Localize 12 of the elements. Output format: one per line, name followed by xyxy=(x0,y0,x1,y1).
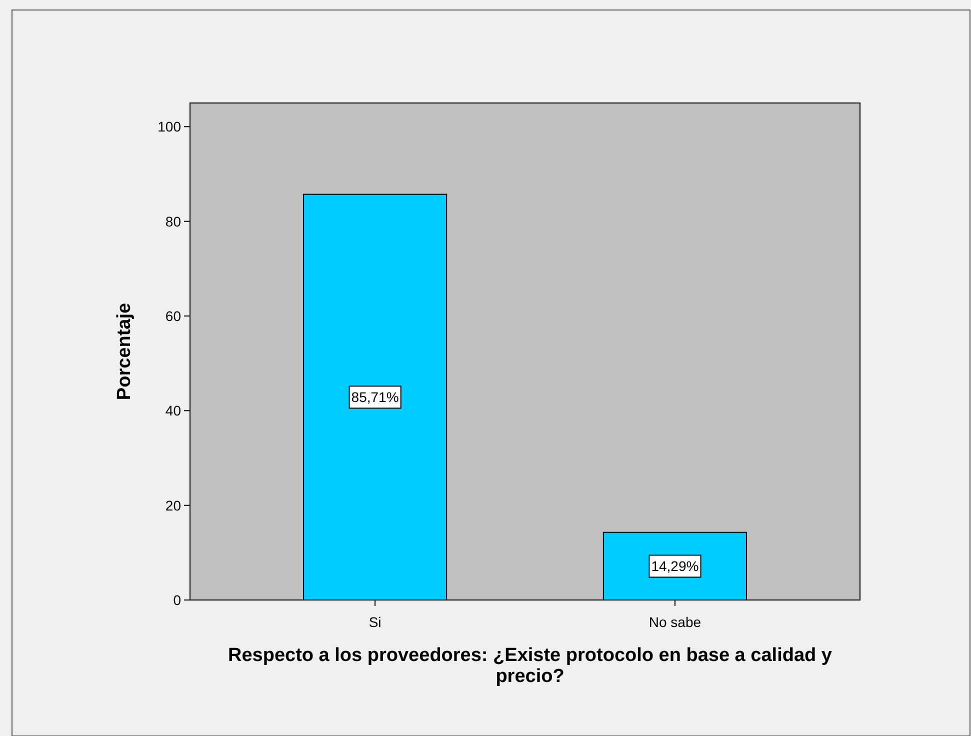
x-tick-label: No sabe xyxy=(648,614,702,630)
y-tick-label: 60 xyxy=(165,308,182,324)
y-tick-label: 100 xyxy=(158,118,182,135)
y-tick-label: 20 xyxy=(165,497,182,514)
y-tick-label: 0 xyxy=(173,592,182,608)
data-label: 14,29% xyxy=(651,558,699,574)
y-axis-title: Porcentaje xyxy=(114,302,135,400)
y-tick-label: 80 xyxy=(165,213,182,230)
x-tick-label: Si xyxy=(368,614,382,630)
y-tick-label: 40 xyxy=(165,402,182,419)
data-label: 85,71% xyxy=(351,389,399,406)
x-axis-title: Respecto a los proveedores: ¿Existe protocolo en base a calidad y precio? xyxy=(227,645,833,687)
